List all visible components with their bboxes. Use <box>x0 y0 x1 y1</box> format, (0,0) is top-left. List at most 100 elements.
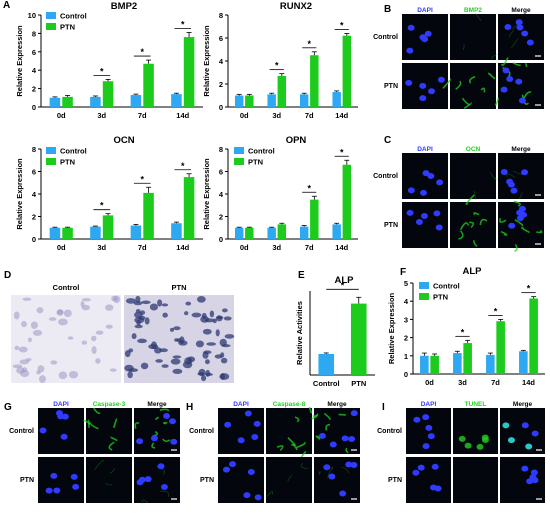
column-label: TUNEL <box>465 401 487 408</box>
stained-cell <box>13 311 20 320</box>
stained-cell <box>197 372 205 376</box>
chart-bmp2: BMP2 Relative Expression 0 2 4 6 8 10 0d 3d * 7d * 14… <box>15 1 203 120</box>
dapi-nucleus <box>150 435 158 442</box>
dapi-nucleus <box>422 414 430 421</box>
stained-cell <box>185 301 192 306</box>
bar-ptn <box>143 63 154 107</box>
dapi-nucleus <box>526 478 534 485</box>
y-tick-label: 6 <box>32 48 36 57</box>
column-label: Merge <box>147 401 167 408</box>
dapi-nucleus <box>406 209 414 216</box>
significance-star: * <box>100 66 104 76</box>
dapi-nucleus <box>507 437 515 444</box>
cytoskeleton-signal <box>93 407 101 415</box>
column-label: DAPI <box>417 146 433 153</box>
stained-cell <box>220 352 225 358</box>
row-label: Control <box>373 173 398 180</box>
dapi-nucleus <box>419 95 427 102</box>
stained-cell <box>172 355 182 359</box>
x-tick-label: 7d <box>305 243 314 252</box>
cytoskeleton-signal <box>108 441 115 451</box>
stained-cell <box>50 360 58 365</box>
stained-cell <box>21 321 27 328</box>
tunel-nucleus <box>458 435 466 442</box>
legend-swatch-control <box>419 282 429 289</box>
micrograph-tile <box>453 457 498 503</box>
stained-cell <box>136 319 141 326</box>
dapi-nucleus <box>515 19 523 26</box>
dapi-nucleus <box>506 75 514 82</box>
cytoskeleton-signal <box>159 408 170 412</box>
chart-title: ALP <box>463 266 483 277</box>
stained-cell <box>215 315 223 322</box>
dapi-nucleus <box>420 189 428 196</box>
stained-cell <box>154 347 162 354</box>
cytoskeleton-signal <box>474 12 482 22</box>
dapi-nucleus <box>419 82 427 89</box>
significance-star: * <box>527 284 531 294</box>
stained-cell <box>91 335 97 342</box>
cytoskeleton-signal <box>315 435 321 440</box>
micrograph-panel-h: DAPI Caspase-8 Merge Control PTN <box>189 401 360 503</box>
micrograph-tile <box>134 408 180 454</box>
dapi-nucleus <box>500 169 508 176</box>
stained-cell <box>22 297 32 301</box>
stained-cell <box>140 362 149 370</box>
chart-alp_activity: ALP Relative Activities Control PTN * <box>295 275 375 388</box>
dapi-nucleus <box>419 34 427 41</box>
dapi-nucleus <box>521 30 529 37</box>
dapi-nucleus <box>251 433 259 440</box>
bar-ptn <box>350 303 367 375</box>
bar-control <box>299 94 309 107</box>
dapi-nucleus <box>56 410 64 417</box>
cytoskeleton-signal <box>514 244 518 252</box>
stained-cell <box>133 301 143 306</box>
cytoskeleton-signal <box>511 38 519 49</box>
significance-star: * <box>494 306 498 316</box>
cytoskeleton-signal <box>345 447 349 454</box>
cytoskeleton-signal <box>162 421 168 425</box>
cytoskeleton-signal <box>494 97 500 106</box>
significance-star: * <box>275 61 279 71</box>
cytoskeleton-signal <box>490 172 497 180</box>
bar-control <box>90 96 101 107</box>
panel-letter-g: G <box>4 402 12 413</box>
bar-control <box>49 227 61 239</box>
stained-cell <box>14 345 20 351</box>
stained-cell <box>205 359 210 365</box>
stained-cell <box>36 307 44 314</box>
stained-cell <box>201 374 207 382</box>
dapi-nucleus <box>406 47 414 54</box>
bar-control <box>49 97 61 107</box>
panel-letter-c: C <box>384 135 391 146</box>
cytoskeleton-signal <box>500 57 509 67</box>
row-label: Control <box>377 428 402 435</box>
stain-panel-d: Control PTN <box>11 283 235 384</box>
bar-ptn <box>310 55 319 107</box>
y-tick-label: 8 <box>219 11 223 20</box>
x-tick-label: 14d <box>335 243 348 252</box>
micrograph-tile <box>450 153 496 199</box>
column-label: DAPI <box>53 401 69 408</box>
bar-control <box>171 223 182 239</box>
cytoskeleton-signal <box>266 491 274 497</box>
dapi-nucleus <box>530 469 538 476</box>
cytoskeleton-signal <box>514 219 524 227</box>
chart-ocn: OCN Relative Expression 0 2 4 6 8 0d 3d * 7d * 14d * C… <box>15 135 203 252</box>
dapi-nucleus <box>529 474 537 481</box>
dapi-nucleus <box>170 438 178 445</box>
cytoskeleton-signal <box>162 438 171 443</box>
bar-ptn <box>342 164 352 239</box>
cytoskeleton-signal <box>109 468 115 474</box>
column-label: Caspase-8 <box>273 401 306 408</box>
x-tick-label: 3d <box>458 378 467 387</box>
cytoskeleton-signal <box>499 217 507 223</box>
bar-control <box>519 351 528 374</box>
legend-swatch-ptn <box>419 293 429 300</box>
stained-cell <box>202 328 212 335</box>
bar-control <box>130 95 142 107</box>
bar-control <box>453 353 462 374</box>
stained-cell <box>196 296 206 303</box>
stained-cell <box>169 327 175 332</box>
cytoskeleton-signal <box>311 413 319 420</box>
